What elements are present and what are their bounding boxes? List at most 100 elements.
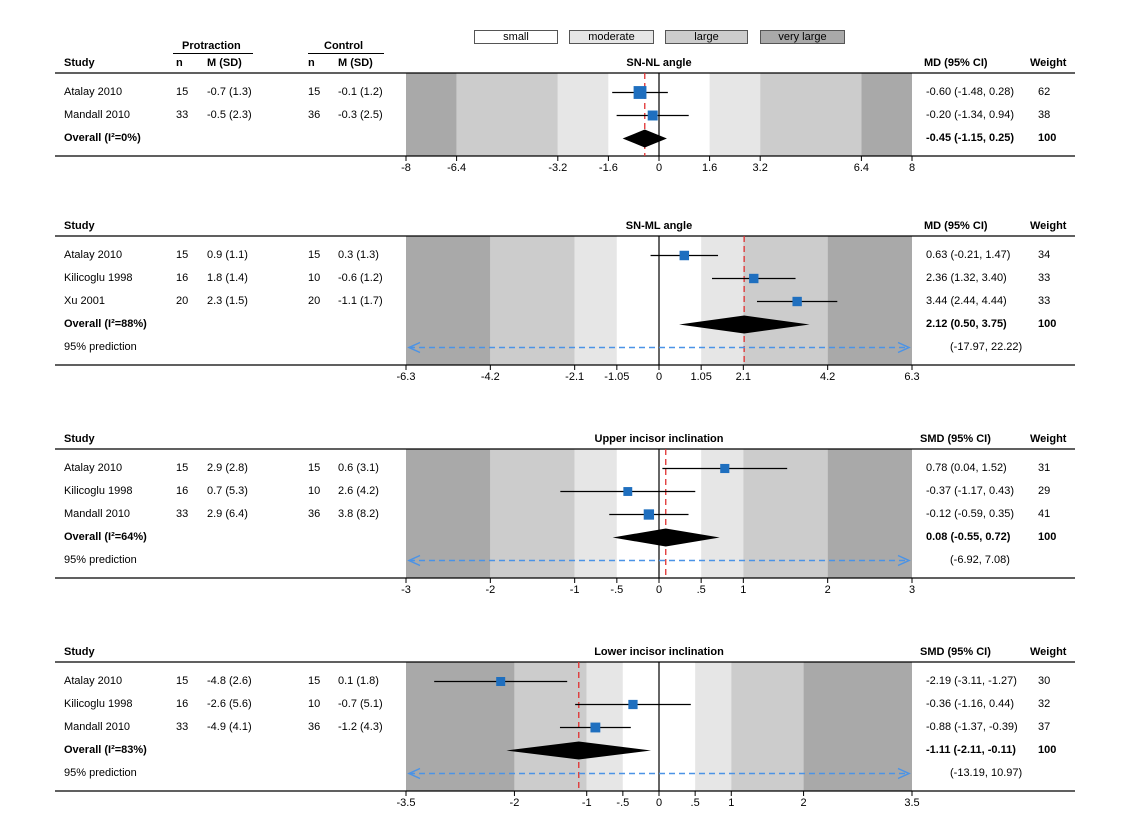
study-weight: 31 bbox=[1038, 461, 1051, 474]
x-tick-label: .5 bbox=[690, 797, 700, 809]
band-moderate-neg bbox=[557, 73, 609, 156]
overall-diamond bbox=[506, 741, 652, 760]
effect-size-legend: small moderate large very large Protract… bbox=[0, 0, 1139, 54]
x-tick-label: -1.05 bbox=[604, 371, 630, 383]
x-tick-label: 2 bbox=[824, 584, 831, 596]
x-tick-label: 6.3 bbox=[904, 371, 920, 383]
band-large-pos bbox=[731, 662, 804, 791]
band-large-pos bbox=[743, 236, 828, 365]
x-tick-label: 1 bbox=[728, 797, 735, 809]
x-tick-label: 4.2 bbox=[820, 371, 836, 383]
x-tick-label: -6.4 bbox=[447, 162, 467, 174]
control-n: 15 bbox=[308, 674, 321, 687]
protraction-group-rule bbox=[173, 53, 253, 54]
legend-very-large: very large bbox=[760, 30, 845, 44]
study-effect-ci: 0.63 (-0.21, 1.47) bbox=[926, 248, 1011, 261]
band-very-large-pos bbox=[803, 662, 912, 791]
x-tick-label: 0 bbox=[655, 797, 663, 809]
protraction-n: 20 bbox=[176, 294, 189, 307]
study-name: Mandall 2010 bbox=[64, 108, 131, 121]
forest-panel: -8 -6.4 -3.2 -1.6 0 1.6 3.2 6.4 8 Study n M (SD) n M … bbox=[0, 55, 1139, 186]
x-tick-label: 0 bbox=[655, 162, 663, 174]
control-msd: 0.6 (3.1) bbox=[338, 461, 379, 474]
prediction-label: 95% prediction bbox=[64, 766, 137, 779]
prediction-interval-text: (-6.92, 7.08) bbox=[950, 553, 1010, 566]
forest-panel: -3.5 -2 -1 -.5 0 .5 1 2 3.5 Study Lower incisor in… bbox=[0, 644, 1139, 821]
control-msd: -1.1 (1.7) bbox=[338, 294, 383, 307]
x-tick-label: .5 bbox=[696, 584, 706, 596]
prediction-interval-text: (-17.97, 22.22) bbox=[950, 340, 1023, 353]
protraction-msd: -2.6 (5.6) bbox=[207, 697, 252, 710]
panel-title: Lower incisor inclination bbox=[594, 646, 724, 658]
study-effect-ci: -0.60 (-1.48, 0.28) bbox=[926, 85, 1015, 98]
control-n: 36 bbox=[308, 507, 321, 520]
overall-diamond bbox=[622, 129, 667, 148]
overall-effect-ci: -0.45 (-1.15, 0.25) bbox=[926, 131, 1015, 144]
study-point-marker bbox=[720, 463, 730, 474]
study-weight: 33 bbox=[1038, 271, 1051, 284]
protraction-msd: 1.8 (1.4) bbox=[207, 271, 248, 284]
control-msd: -0.3 (2.5) bbox=[338, 108, 383, 121]
study-point-marker bbox=[647, 110, 658, 121]
weight-column-header: Weight bbox=[1030, 646, 1067, 658]
band-very-large-pos bbox=[861, 73, 912, 156]
protraction-msd: 0.7 (5.3) bbox=[207, 484, 248, 497]
effect-column-header: SMD (95% CI) bbox=[920, 433, 991, 445]
study-name: Kilicoglu 1998 bbox=[64, 271, 133, 284]
band-moderate-neg bbox=[574, 236, 617, 365]
protraction-n: 33 bbox=[176, 108, 189, 121]
weight-column-header: Weight bbox=[1030, 433, 1067, 445]
x-tick-label: 0 bbox=[655, 371, 663, 383]
study-name: Mandall 2010 bbox=[64, 507, 131, 520]
study-effect-ci: -2.19 (-3.11, -1.27) bbox=[926, 674, 1017, 687]
study-effect-ci: -0.20 (-1.34, 0.94) bbox=[926, 108, 1015, 121]
x-tick-label: -2 bbox=[509, 797, 520, 809]
x-tick-label: -.5 bbox=[616, 797, 630, 809]
protraction-msd: 0.9 (1.1) bbox=[207, 248, 248, 261]
x-tick-label: 2 bbox=[800, 797, 807, 809]
overall-label: Overall (I²=88%) bbox=[64, 317, 147, 330]
forest-plot-svg bbox=[55, 448, 1075, 583]
study-column-header: Study bbox=[64, 433, 95, 445]
overall-effect-ci: 2.12 (0.50, 3.75) bbox=[926, 317, 1007, 330]
study-weight: 37 bbox=[1038, 720, 1051, 733]
band-very-large-neg bbox=[406, 236, 491, 365]
forest-panel: -6.3 -4.2 -2.1 -1.05 0 1.05 2.1 4.2 6.3 Study SN-M… bbox=[0, 218, 1139, 395]
study-point-marker bbox=[628, 699, 638, 710]
overall-weight: 100 bbox=[1038, 131, 1057, 144]
band-very-large-pos bbox=[827, 449, 912, 578]
prediction-label: 95% prediction bbox=[64, 553, 137, 566]
control-n: 10 bbox=[308, 697, 321, 710]
study-name: Kilicoglu 1998 bbox=[64, 484, 133, 497]
x-tick-label: 3 bbox=[908, 584, 916, 596]
band-large-neg bbox=[490, 449, 575, 578]
forest-plot-svg bbox=[55, 235, 1075, 370]
study-column-header: Study bbox=[64, 646, 95, 658]
control-msd: -0.7 (5.1) bbox=[338, 697, 383, 710]
study-effect-ci: 0.78 (0.04, 1.52) bbox=[926, 461, 1007, 474]
legend-large: large bbox=[665, 30, 748, 44]
study-effect-ci: -0.37 (-1.17, 0.43) bbox=[926, 484, 1015, 497]
forest-plot-svg bbox=[55, 661, 1075, 796]
study-effect-ci: 2.36 (1.32, 3.40) bbox=[926, 271, 1007, 284]
band-very-large-pos bbox=[827, 236, 912, 365]
study-weight: 29 bbox=[1038, 484, 1051, 497]
overall-label: Overall (I²=64%) bbox=[64, 530, 147, 543]
band-very-large-neg bbox=[406, 73, 457, 156]
x-tick-label: -8 bbox=[401, 162, 411, 174]
study-name: Xu 2001 bbox=[64, 294, 105, 307]
study-point-marker bbox=[633, 86, 647, 99]
study-name: Atalay 2010 bbox=[64, 674, 123, 687]
protraction-n: 15 bbox=[176, 674, 189, 687]
x-tick-label: -.5 bbox=[610, 584, 624, 596]
control-msd: -0.6 (1.2) bbox=[338, 271, 383, 284]
protraction-group-header: Protraction bbox=[182, 40, 241, 52]
panel-title: Upper incisor inclination bbox=[594, 433, 724, 445]
band-large-neg bbox=[490, 236, 575, 365]
prediction-right-arrow bbox=[897, 554, 911, 567]
control-n: 10 bbox=[308, 271, 321, 284]
x-tick-label: -4.2 bbox=[480, 371, 500, 383]
prediction-interval-text: (-13.19, 10.97) bbox=[950, 766, 1023, 779]
forest-panel: -3 -2 -1 -.5 0 .5 1 2 3 Study Upper incisor inclin… bbox=[0, 431, 1139, 608]
prediction-left-arrow bbox=[407, 554, 421, 567]
